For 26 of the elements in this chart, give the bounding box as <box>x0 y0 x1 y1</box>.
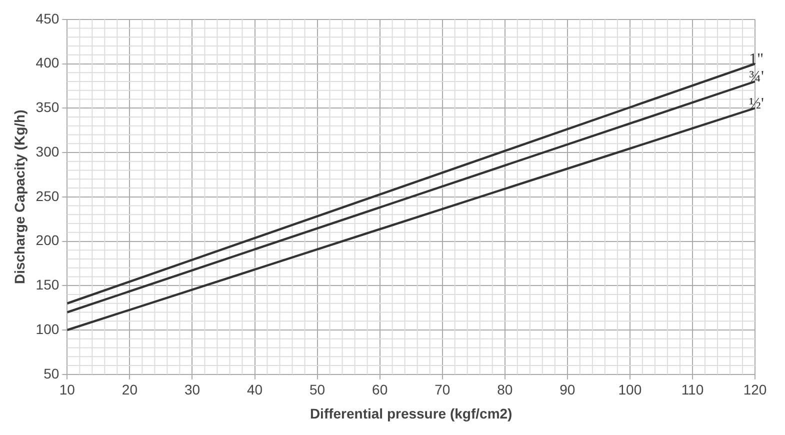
y-tick-label: 450 <box>36 10 60 26</box>
x-tick-label: 120 <box>743 382 767 398</box>
y-tick-label: 250 <box>36 188 60 204</box>
y-tick-label: 350 <box>36 99 60 116</box>
y-tick-label: 300 <box>36 143 60 160</box>
y-tick-label: 100 <box>36 320 60 337</box>
x-axis-title: Differential pressure (kgf/cm2) <box>310 405 512 422</box>
y-tick-label: 150 <box>36 276 60 293</box>
series-label: ½' <box>749 95 764 112</box>
y-tick-label: 50 <box>44 365 60 382</box>
x-tick-label: 100 <box>618 382 642 398</box>
x-tick-label: 110 <box>681 382 704 398</box>
y-tick-label: 200 <box>36 232 60 248</box>
x-tick-label: 10 <box>59 382 76 398</box>
x-tick-label: 60 <box>372 382 388 398</box>
x-tick-label: 50 <box>309 382 326 398</box>
y-tick-label: 400 <box>36 54 60 71</box>
x-tick-label: 40 <box>246 382 263 398</box>
x-tick-label: 30 <box>184 382 200 398</box>
x-tick-label: 20 <box>122 382 138 398</box>
series-label: ¾' <box>749 68 764 86</box>
x-tick-label: 80 <box>497 382 513 398</box>
x-tick-label: 90 <box>560 382 576 398</box>
series-label: 1" <box>749 50 764 68</box>
y-axis-title: Discharge Capacity (Kg/h) <box>11 110 28 284</box>
x-tick-label: 70 <box>434 382 450 398</box>
